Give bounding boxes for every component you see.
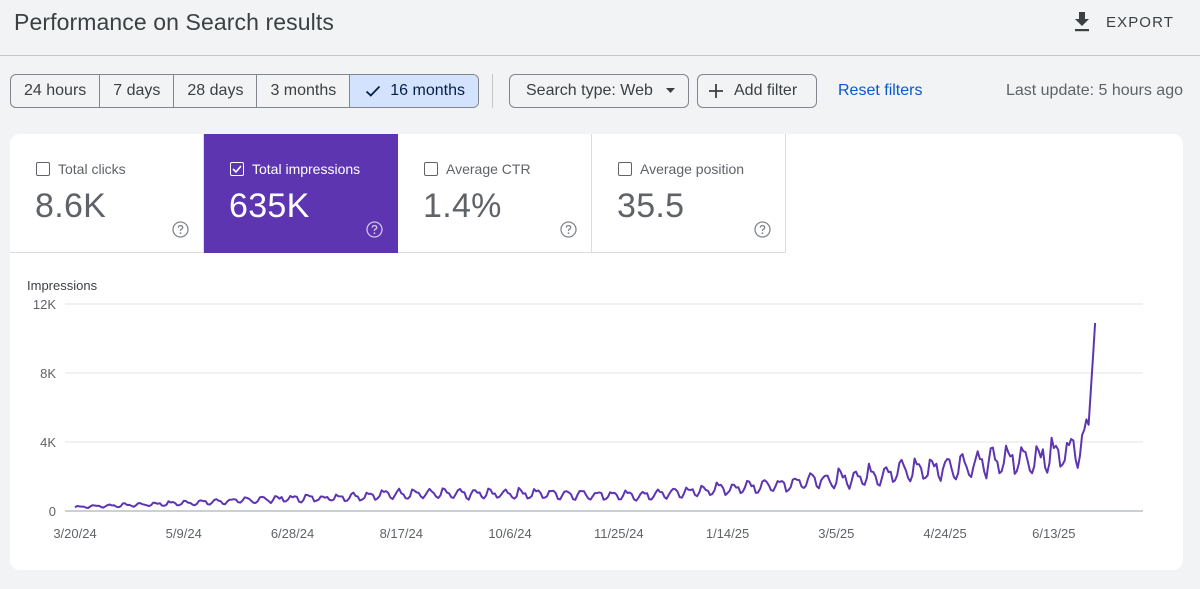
y-ticks: 0 4K 8K 12K bbox=[33, 297, 56, 519]
reset-filters-link[interactable]: Reset filters bbox=[838, 82, 923, 99]
metric-average-position[interactable]: Average position 35.5 bbox=[592, 134, 786, 253]
x-ticks: 3/20/24 5/9/24 6/28/24 8/17/24 10/6/24 11/25/… bbox=[53, 526, 1075, 541]
range-16-months[interactable]: 16 months bbox=[350, 75, 478, 107]
metric-value: 635K bbox=[229, 187, 310, 225]
checkbox-icon[interactable] bbox=[36, 162, 50, 176]
x-tick-label: 11/25/24 bbox=[594, 526, 644, 541]
x-tick-label: 4/24/25 bbox=[923, 526, 966, 541]
x-tick-label: 3/20/24 bbox=[53, 526, 96, 541]
toolbar-divider bbox=[492, 74, 493, 108]
help-icon[interactable] bbox=[560, 221, 577, 238]
metric-label: Total impressions bbox=[252, 161, 361, 177]
grid bbox=[65, 303, 1143, 512]
x-tick-label: 6/13/25 bbox=[1032, 526, 1075, 541]
check-icon bbox=[366, 85, 381, 97]
metric-average-ctr[interactable]: Average CTR 1.4% bbox=[398, 134, 592, 253]
page-header: Performance on Search results EXPORT bbox=[0, 0, 1200, 56]
range-label: 28 days bbox=[187, 82, 244, 99]
impressions-line bbox=[74, 322, 1097, 509]
date-range-group: 24 hours 7 days 28 days 3 months 16 mont… bbox=[10, 74, 479, 108]
y-tick-label: 4K bbox=[40, 435, 56, 450]
checkbox-icon[interactable] bbox=[618, 162, 632, 176]
range-label: 7 days bbox=[113, 82, 161, 99]
y-tick-label: 0 bbox=[49, 504, 56, 519]
range-label: 3 months bbox=[270, 82, 337, 99]
y-tick-label: 12K bbox=[33, 297, 56, 312]
plus-icon bbox=[709, 84, 723, 98]
search-type-label: Search type: Web bbox=[526, 82, 653, 99]
metric-total-clicks[interactable]: Total clicks 8.6K bbox=[10, 134, 204, 253]
range-28-days[interactable]: 28 days bbox=[174, 75, 258, 107]
export-label: EXPORT bbox=[1105, 13, 1174, 31]
metric-total-impressions[interactable]: Total impressions 635K bbox=[204, 134, 398, 253]
help-icon[interactable] bbox=[172, 221, 189, 238]
metric-value: 8.6K bbox=[35, 187, 107, 225]
metric-value: 1.4% bbox=[423, 187, 502, 225]
search-type-dropdown[interactable]: Search type: Web bbox=[509, 74, 689, 108]
last-update-text: Last update: 5 hours ago bbox=[1005, 82, 1183, 99]
checkbox-checked-icon[interactable] bbox=[230, 162, 244, 176]
export-button[interactable]: EXPORT bbox=[1072, 10, 1174, 34]
y-tick-label: 8K bbox=[40, 366, 56, 381]
metric-label: Average position bbox=[640, 161, 745, 177]
range-24-hours[interactable]: 24 hours bbox=[11, 75, 101, 107]
toolbar: 24 hours 7 days 28 days 3 months 16 mont… bbox=[0, 74, 1200, 108]
add-filter-label: Add filter bbox=[734, 82, 798, 99]
x-tick-label: 8/17/24 bbox=[380, 526, 423, 541]
x-tick-label: 3/5/25 bbox=[818, 526, 854, 541]
y-axis-title: Impressions bbox=[27, 278, 98, 293]
help-icon[interactable] bbox=[754, 221, 771, 238]
checkbox-icon[interactable] bbox=[424, 162, 438, 176]
metric-label: Total clicks bbox=[58, 161, 126, 177]
metric-value: 35.5 bbox=[617, 187, 685, 225]
range-label: 24 hours bbox=[24, 82, 87, 99]
help-icon[interactable] bbox=[366, 221, 383, 238]
x-tick-label: 1/14/25 bbox=[706, 526, 749, 541]
page-title: Performance on Search results bbox=[14, 9, 334, 35]
range-7-days[interactable]: 7 days bbox=[100, 75, 175, 107]
x-tick-label: 10/6/24 bbox=[488, 526, 531, 541]
x-tick-label: 6/28/24 bbox=[271, 526, 314, 541]
add-filter-button[interactable]: Add filter bbox=[697, 74, 817, 108]
download-icon bbox=[1074, 12, 1089, 32]
impressions-chart: Impressions 0 4K 8K 12K 3/20/24 5/9/24 6/28/2… bbox=[27, 278, 1143, 541]
x-tick-label: 5/9/24 bbox=[166, 526, 202, 541]
dropdown-arrow-icon bbox=[666, 88, 675, 93]
performance-card: Total clicks 8.6K Total impressions 635K… bbox=[10, 134, 1183, 570]
metric-label: Average CTR bbox=[446, 161, 531, 177]
range-3-months[interactable]: 3 months bbox=[257, 75, 351, 107]
range-label: 16 months bbox=[390, 82, 465, 99]
